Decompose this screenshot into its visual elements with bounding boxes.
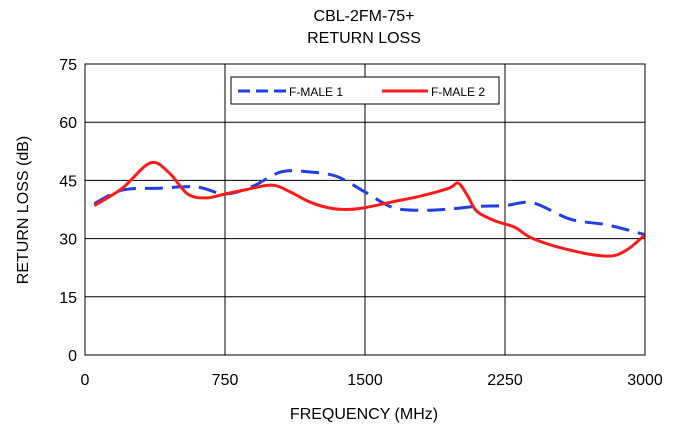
x-tick-label: 3000 bbox=[627, 372, 663, 389]
x-tick-label: 1500 bbox=[347, 372, 383, 389]
y-tick-label: 15 bbox=[59, 290, 77, 307]
chart-title: CBL-2FM-75+ bbox=[314, 8, 415, 25]
plot-area bbox=[84, 63, 646, 356]
y-tick-label: 30 bbox=[59, 232, 77, 249]
y-tick-label: 75 bbox=[59, 57, 77, 74]
series-line-f-male-1 bbox=[93, 169, 646, 237]
grid bbox=[84, 63, 646, 356]
x-tick-label: 0 bbox=[81, 372, 90, 389]
series-line-f-male-2 bbox=[93, 160, 646, 258]
x-axis-title: FREQUENCY (MHz) bbox=[290, 406, 438, 423]
y-tick-label: 60 bbox=[59, 115, 77, 132]
y-axis-title: RETURN LOSS (dB) bbox=[15, 136, 32, 284]
x-tick-label: 750 bbox=[212, 372, 239, 389]
series-lines bbox=[93, 160, 646, 258]
legend: F-MALE 1 F-MALE 2 bbox=[230, 76, 500, 105]
x-tick-label: 2250 bbox=[487, 372, 523, 389]
y-tick-label: 0 bbox=[68, 348, 77, 365]
legend-label-f-male-1: F-MALE 1 bbox=[289, 85, 343, 99]
legend-label-f-male-2: F-MALE 2 bbox=[431, 85, 485, 99]
y-tick-label: 45 bbox=[59, 173, 77, 190]
chart-subtitle: RETURN LOSS bbox=[307, 30, 421, 47]
